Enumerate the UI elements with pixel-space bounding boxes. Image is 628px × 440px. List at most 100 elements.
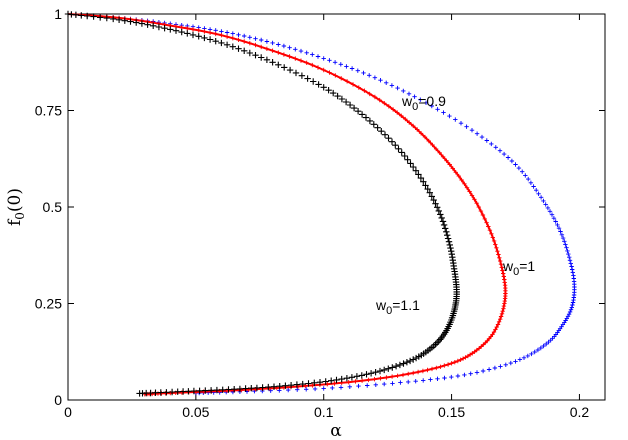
data-point bbox=[489, 231, 494, 236]
data-point bbox=[440, 221, 448, 229]
data-point bbox=[496, 319, 502, 324]
data-point bbox=[344, 64, 349, 69]
data-point bbox=[421, 378, 426, 383]
data-point bbox=[407, 160, 414, 167]
data-point bbox=[560, 235, 566, 241]
data-point bbox=[562, 239, 567, 244]
data-point bbox=[555, 222, 560, 228]
data-point bbox=[242, 33, 247, 39]
data-point bbox=[491, 238, 497, 244]
data-point bbox=[406, 91, 412, 96]
data-point bbox=[276, 50, 281, 55]
data-point bbox=[366, 377, 371, 383]
data-point bbox=[497, 255, 502, 260]
data-point bbox=[434, 365, 439, 371]
data-point bbox=[225, 386, 232, 393]
data-point bbox=[437, 150, 442, 155]
data-point bbox=[482, 216, 487, 222]
data-point bbox=[505, 155, 511, 160]
data-point bbox=[310, 78, 317, 85]
data-point bbox=[321, 386, 326, 391]
data-point bbox=[468, 371, 473, 376]
data-point bbox=[420, 368, 426, 374]
plot-frame bbox=[67, 13, 606, 401]
data-point bbox=[275, 61, 282, 68]
data-point bbox=[517, 357, 523, 362]
data-point bbox=[242, 39, 247, 44]
data-point bbox=[286, 387, 291, 393]
data-point bbox=[384, 80, 389, 85]
data-point bbox=[270, 383, 278, 390]
data-point bbox=[286, 66, 294, 74]
data-point bbox=[395, 85, 400, 91]
data-point bbox=[558, 229, 563, 234]
data-point bbox=[242, 385, 249, 392]
data-point bbox=[115, 16, 123, 23]
data-point bbox=[568, 261, 573, 266]
data-point bbox=[447, 244, 454, 252]
data-point bbox=[456, 173, 461, 179]
data-point bbox=[508, 360, 513, 366]
data-point bbox=[265, 383, 272, 391]
data-point bbox=[184, 30, 191, 37]
data-point bbox=[433, 146, 439, 152]
data-point bbox=[346, 380, 351, 385]
data-point bbox=[521, 355, 527, 360]
x-tick-label: 0.1 bbox=[314, 404, 334, 420]
data-point bbox=[430, 196, 437, 204]
data-point bbox=[315, 65, 321, 70]
data-point bbox=[190, 27, 196, 32]
data-point bbox=[196, 387, 203, 394]
data-point bbox=[264, 46, 270, 51]
tick-labels: 0 0.05 0.1 0.15 0.2 0 0.25 0.5 0.75 1 bbox=[35, 6, 590, 420]
data-point bbox=[356, 383, 361, 389]
data-point bbox=[276, 42, 281, 47]
data-point bbox=[513, 359, 518, 364]
data-point bbox=[460, 356, 466, 361]
data-point bbox=[400, 360, 407, 367]
data-point bbox=[564, 245, 569, 250]
x-axis-label: α bbox=[330, 421, 342, 440]
data-point bbox=[535, 347, 541, 353]
data-point bbox=[491, 329, 497, 335]
data-point bbox=[342, 98, 350, 106]
data-point bbox=[218, 39, 225, 47]
data-point bbox=[270, 40, 275, 46]
data-point bbox=[224, 34, 230, 39]
data-point bbox=[447, 113, 452, 119]
data-point bbox=[219, 386, 226, 393]
data-point bbox=[350, 104, 358, 112]
data-point bbox=[487, 228, 493, 233]
data-point bbox=[404, 156, 411, 163]
data-point bbox=[121, 17, 128, 24]
data-point bbox=[403, 116, 408, 122]
y-tick-label: 0.25 bbox=[35, 296, 62, 312]
data-point bbox=[311, 379, 318, 386]
data-point bbox=[569, 305, 574, 310]
data-point bbox=[179, 388, 187, 395]
data-point bbox=[381, 131, 389, 138]
data-point bbox=[398, 380, 403, 385]
data-point bbox=[498, 262, 504, 267]
data-point bbox=[453, 170, 458, 175]
y-axis-label-suffix: (0) bbox=[5, 188, 25, 212]
data-point bbox=[499, 311, 505, 316]
data-point bbox=[474, 131, 480, 136]
data-point bbox=[292, 69, 300, 77]
data-point bbox=[333, 73, 338, 78]
data-point bbox=[531, 184, 536, 189]
data-point bbox=[213, 386, 221, 394]
data-point bbox=[304, 75, 311, 82]
data-point bbox=[500, 309, 505, 314]
data-point bbox=[382, 101, 387, 106]
data-point bbox=[498, 317, 503, 322]
data-point bbox=[287, 45, 292, 50]
data-point bbox=[520, 169, 525, 174]
data-point bbox=[395, 373, 400, 378]
data-point bbox=[349, 66, 355, 71]
data-point bbox=[229, 43, 236, 50]
data-point bbox=[348, 374, 356, 381]
data-point bbox=[281, 43, 287, 49]
data-point bbox=[516, 165, 522, 171]
data-point bbox=[354, 108, 362, 115]
